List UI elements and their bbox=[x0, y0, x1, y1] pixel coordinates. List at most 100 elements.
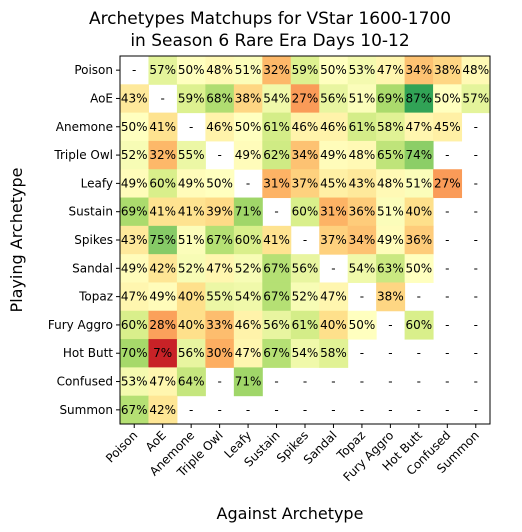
axis-ticks bbox=[116, 69, 477, 428]
heatmap-cell bbox=[404, 84, 434, 114]
cell-value-label: 51% bbox=[406, 176, 433, 190]
heatmap-cell bbox=[233, 254, 263, 283]
cell-value-label: 32% bbox=[263, 63, 290, 77]
cell-value-label: 46% bbox=[235, 318, 262, 332]
cell-value-label: - bbox=[445, 205, 449, 219]
cell-value-label: 45% bbox=[320, 176, 347, 190]
cell-value-label: 31% bbox=[263, 176, 290, 190]
heatmap-cell bbox=[120, 140, 149, 170]
chart-title-line-2: in Season 6 Rare Era Days 10-12 bbox=[130, 31, 409, 51]
heatmap-cell bbox=[176, 84, 206, 114]
heatmap-cell bbox=[233, 112, 263, 142]
cell-value-label: - bbox=[331, 403, 335, 417]
cell-value-label: 50% bbox=[235, 120, 262, 134]
cell-value-label: - bbox=[388, 346, 392, 360]
heatmap-cell bbox=[205, 310, 235, 340]
chart-title-line-1: Archetypes Matchups for VStar 1600-1700 bbox=[89, 9, 451, 29]
heatmap-cell bbox=[176, 197, 206, 227]
cell-value-label: 50% bbox=[121, 120, 148, 134]
cell-value-label: 55% bbox=[206, 290, 233, 304]
cell-value-label: - bbox=[445, 403, 449, 417]
cell-value-label: - bbox=[474, 346, 478, 360]
heatmap-cell bbox=[205, 282, 235, 312]
heatmap-cell bbox=[376, 169, 406, 199]
cell-value-label: - bbox=[246, 403, 250, 417]
heatmap-cell bbox=[347, 254, 377, 283]
cell-value-label: - bbox=[445, 261, 449, 275]
heatmap-cell bbox=[376, 112, 406, 142]
heatmap-cell bbox=[319, 112, 349, 142]
cell-value-label: 37% bbox=[320, 233, 347, 247]
cell-value-label: 56% bbox=[263, 318, 290, 332]
heatmap-cell bbox=[376, 84, 406, 114]
cell-value-label: 46% bbox=[206, 120, 233, 134]
heatmap-cell bbox=[319, 282, 349, 312]
heatmap-cell bbox=[404, 225, 434, 255]
y-tick-label: Sustain bbox=[69, 205, 113, 219]
cell-value-label: 63% bbox=[377, 261, 404, 275]
heatmap-cell bbox=[205, 254, 235, 283]
cell-value-label: 49% bbox=[235, 148, 262, 162]
heatmap-cell bbox=[376, 140, 406, 170]
cell-value-label: - bbox=[445, 375, 449, 389]
cell-value-label: 56% bbox=[178, 346, 205, 360]
heatmap-cell bbox=[120, 254, 149, 283]
cell-value-label: 71% bbox=[235, 205, 262, 219]
heatmap-cell bbox=[290, 169, 320, 199]
y-tick-label: Spikes bbox=[74, 233, 113, 247]
cell-value-label: 65% bbox=[377, 148, 404, 162]
cell-value-label: 60% bbox=[149, 176, 176, 190]
heatmap-cell bbox=[148, 197, 178, 227]
heatmap-cell bbox=[262, 112, 292, 142]
cell-value-label: - bbox=[474, 176, 478, 190]
cell-value-label: 50% bbox=[320, 63, 347, 77]
cell-value-label: - bbox=[360, 290, 364, 304]
cell-value-label: 28% bbox=[149, 318, 176, 332]
cell-value-label: 50% bbox=[434, 91, 461, 105]
cell-value-label: 33% bbox=[206, 318, 233, 332]
heatmap-cell bbox=[176, 367, 206, 397]
heatmap-cell bbox=[290, 112, 320, 142]
heatmap-cell bbox=[290, 282, 320, 312]
heatmap-cell bbox=[205, 169, 235, 199]
cell-value-label: 45% bbox=[434, 120, 461, 134]
heatmap-cell bbox=[148, 282, 178, 312]
heatmap-cell bbox=[433, 84, 463, 114]
cell-value-label: - bbox=[132, 63, 136, 77]
cell-value-label: - bbox=[303, 403, 307, 417]
heatmap-cell bbox=[148, 112, 178, 142]
cell-value-label: 7% bbox=[153, 346, 172, 360]
cell-value-label: - bbox=[445, 233, 449, 247]
cell-value-label: - bbox=[474, 205, 478, 219]
heatmap-cell bbox=[262, 254, 292, 283]
heatmap-cell bbox=[233, 225, 263, 255]
heatmap-cell bbox=[376, 56, 406, 85]
heatmap-cell bbox=[205, 84, 235, 114]
heatmap-cell bbox=[347, 84, 377, 114]
y-tick-label: Triple Owl bbox=[53, 148, 113, 162]
heatmap-cell bbox=[347, 140, 377, 170]
cell-value-label: - bbox=[474, 120, 478, 134]
y-tick-label: Confused bbox=[57, 375, 113, 389]
heatmap-cell bbox=[290, 84, 320, 114]
cell-value-label: 61% bbox=[263, 120, 290, 134]
cell-value-label: 60% bbox=[292, 205, 319, 219]
cell-value-label: - bbox=[331, 375, 335, 389]
heatmap-cell bbox=[205, 225, 235, 255]
heatmap-cell bbox=[376, 197, 406, 227]
heatmap-cell bbox=[120, 367, 149, 397]
cell-value-label: - bbox=[217, 148, 221, 162]
heatmap-cell bbox=[433, 56, 463, 85]
heatmap-cell bbox=[176, 339, 206, 368]
y-tick-label: Hot Butt bbox=[63, 346, 113, 360]
heatmap-cell bbox=[120, 282, 149, 312]
y-tick-label: Anemone bbox=[56, 120, 113, 134]
cell-value-label: 67% bbox=[263, 346, 290, 360]
heatmap-cell bbox=[262, 310, 292, 340]
cell-value-label: 43% bbox=[121, 233, 148, 247]
cell-value-label: 49% bbox=[377, 233, 404, 247]
cell-value-label: - bbox=[417, 346, 421, 360]
cell-value-label: - bbox=[474, 261, 478, 275]
heatmap-cell bbox=[262, 56, 292, 85]
heatmap-cell bbox=[205, 339, 235, 368]
